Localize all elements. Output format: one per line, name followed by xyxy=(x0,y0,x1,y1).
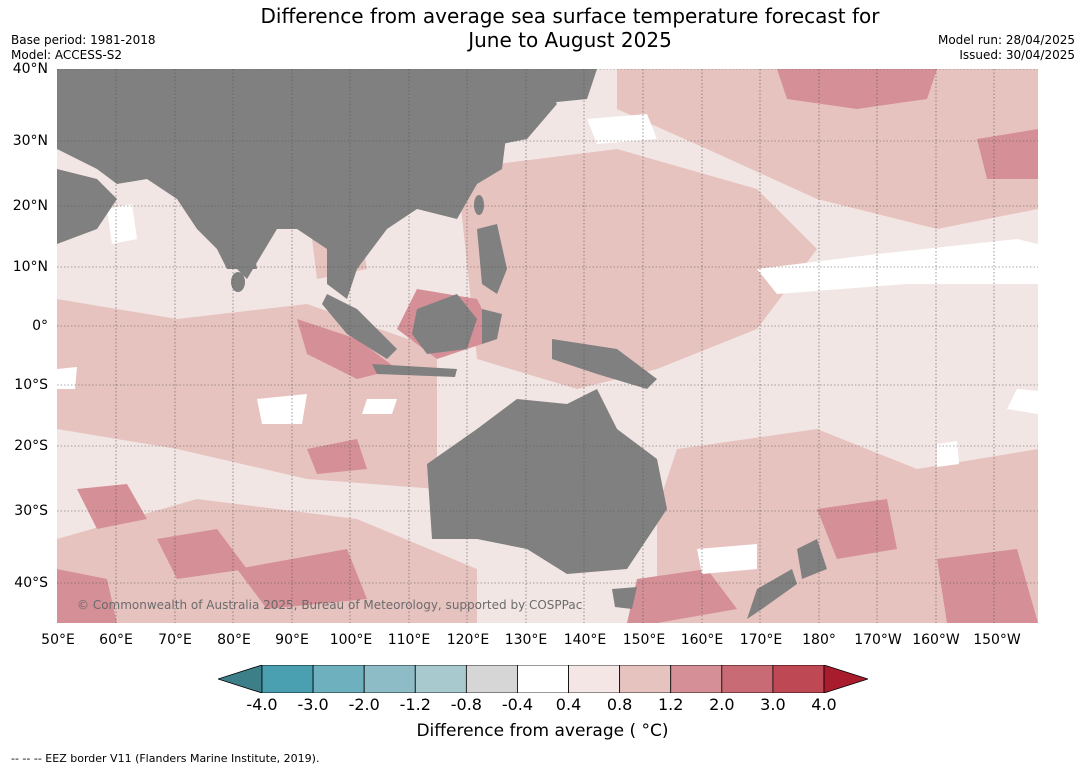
colorbar-segment xyxy=(312,664,365,694)
lon-label-160w: 160°W xyxy=(912,632,960,648)
colorbar-tick-label: 0.8 xyxy=(606,695,633,714)
colorbar-segment xyxy=(414,664,467,694)
colorbar-segment xyxy=(517,664,569,694)
colorbar-segment xyxy=(261,664,314,694)
lat-label-30s: 30°S xyxy=(14,503,48,519)
lat-label-0: 0° xyxy=(32,318,48,334)
base-period: Base period: 1981-2018 xyxy=(11,33,156,47)
lon-label-110e: 110°E xyxy=(387,632,431,648)
copyright-notice: © Commonwealth of Australia 2025, Bureau… xyxy=(77,598,583,612)
model-name: Model: ACCESS-S2 xyxy=(11,48,123,62)
meta-left: Base period: 1981-2018 Model: ACCESS-S2 xyxy=(11,33,156,63)
lat-label-10s: 10°S xyxy=(14,377,48,393)
colorbar-tick-label: 3.0 xyxy=(760,695,786,714)
title-line-2: June to August 2025 xyxy=(468,28,672,52)
lat-label-20s: 20°S xyxy=(14,438,48,454)
colorbar-tick-label: 2.0 xyxy=(709,695,735,714)
issued-date: Issued: 30/04/2025 xyxy=(959,48,1075,62)
colorbar-title: Difference from average ( °C) xyxy=(416,721,669,741)
lon-label-100e: 100°E xyxy=(329,632,373,648)
lon-label-120e: 120°E xyxy=(446,632,490,648)
colorbar-tick-label: -4.0 xyxy=(246,695,278,714)
sst-anomaly-map: © Commonwealth of Australia 2025, Bureau… xyxy=(57,69,1038,623)
colorbar-tick-label: 0.4 xyxy=(555,695,582,714)
lon-label-140e: 140°E xyxy=(563,632,607,648)
colorbar-tick-label: -3.0 xyxy=(297,695,329,714)
model-run: Model run: 28/04/2025 xyxy=(937,33,1075,47)
colorbar-segment xyxy=(772,664,825,694)
colorbar-tick-label: -1.2 xyxy=(399,695,431,714)
lat-label-40s: 40°S xyxy=(14,575,48,591)
anomaly-neutral-regions xyxy=(57,114,1038,574)
colorbar-tick-label: 4.0 xyxy=(811,695,837,714)
lat-label-10n: 10°N xyxy=(12,259,48,275)
colorbar-segment xyxy=(670,664,723,694)
lon-label-160e: 160°E xyxy=(680,632,724,648)
lon-label-150e: 150°E xyxy=(622,632,666,648)
colorbar-tick-label: -0.4 xyxy=(501,695,534,714)
lon-label-50e: 50°E xyxy=(41,632,75,648)
colorbar-segment xyxy=(363,664,416,694)
lon-label-70e: 70°E xyxy=(158,632,192,648)
lon-label-180: 180° xyxy=(802,632,836,648)
colorbar-segment xyxy=(619,664,672,694)
lat-label-40n: 40°N xyxy=(12,61,48,77)
map-svg xyxy=(57,69,1038,623)
lon-label-80e: 80°E xyxy=(217,632,251,648)
land-masses xyxy=(57,69,827,619)
eez-footnote: -- -- -- EEZ border V11 (Flanders Marine… xyxy=(11,752,320,765)
colorbar-tick-label: -2.0 xyxy=(348,695,380,714)
lon-label-170e: 170°E xyxy=(739,632,783,648)
colorbar-segment xyxy=(568,664,621,694)
colorbar-segment xyxy=(465,664,518,694)
lon-label-150w: 150°W xyxy=(973,632,1021,648)
colorbar-arrow-low xyxy=(216,664,263,694)
colorbar-tick-label: 1.2 xyxy=(657,695,684,714)
lat-label-30n: 30°N xyxy=(12,133,48,149)
meta-right: Model run: 28/04/2025 Issued: 30/04/2025 xyxy=(938,33,1075,63)
lon-label-170w: 170°W xyxy=(854,632,902,648)
graticule xyxy=(57,69,1038,623)
colorbar xyxy=(216,664,870,694)
lon-label-130e: 130°E xyxy=(504,632,548,648)
colorbar-segment xyxy=(721,664,774,694)
lat-label-20n: 20°N xyxy=(12,198,48,214)
lon-label-90e: 90°E xyxy=(275,632,309,648)
lon-label-60e: 60°E xyxy=(99,632,133,648)
colorbar-svg xyxy=(216,664,870,694)
title-line-1: Difference from average sea surface temp… xyxy=(260,4,880,28)
colorbar-tick-label: -0.8 xyxy=(450,695,482,714)
colorbar-arrow-high xyxy=(823,664,870,694)
map-title: Difference from average sea surface temp… xyxy=(220,4,920,52)
